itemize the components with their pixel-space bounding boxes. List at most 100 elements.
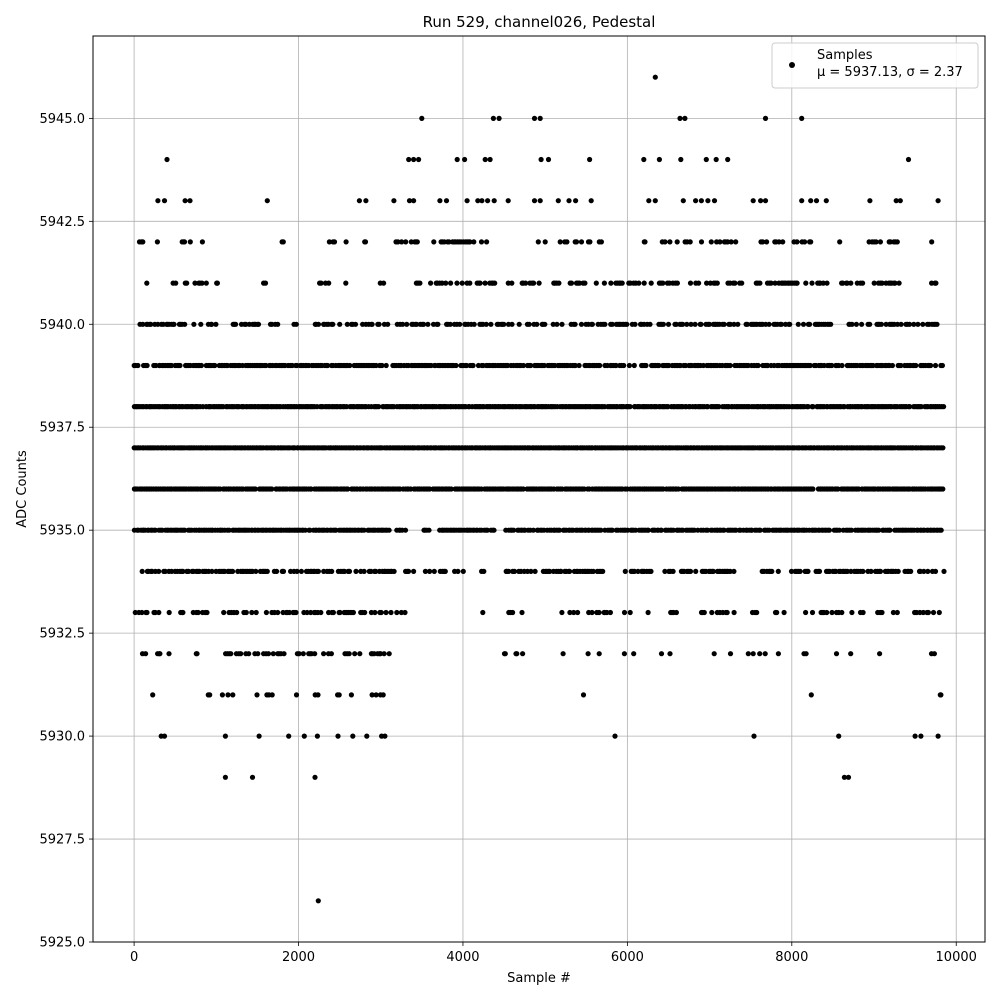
y-tick-label: 5937.5 (40, 421, 86, 436)
data-point (421, 321, 427, 327)
data-point (302, 527, 308, 533)
data-point (754, 609, 760, 616)
data-point (345, 486, 351, 492)
data-point (341, 568, 348, 575)
x-tick-label: 10000 (936, 950, 977, 965)
data-point (939, 362, 946, 369)
data-point (646, 198, 652, 204)
data-point (725, 239, 731, 245)
data-point (402, 527, 409, 533)
data-point (556, 280, 562, 286)
data-point (585, 651, 591, 657)
data-point (385, 321, 391, 327)
data-point (369, 692, 375, 698)
data-point (416, 156, 422, 163)
data-point (509, 609, 516, 616)
data-point (528, 362, 534, 369)
data-point (228, 651, 234, 657)
data-point (624, 321, 630, 327)
data-point (652, 74, 658, 80)
data-point (757, 651, 763, 657)
y-tick-label: 5925.0 (40, 936, 86, 951)
data-point (166, 609, 172, 616)
data-point (724, 609, 730, 616)
data-point (187, 239, 193, 245)
data-point (601, 280, 608, 286)
data-point (255, 321, 262, 327)
data-point (372, 609, 378, 616)
data-point (162, 568, 168, 575)
data-point (252, 486, 258, 492)
data-point (920, 321, 926, 327)
data-point (191, 321, 197, 327)
data-point (403, 239, 409, 245)
y-tick-label: 5945.0 (40, 112, 86, 127)
data-point (795, 321, 801, 327)
data-point (532, 568, 538, 575)
data-point (457, 321, 463, 327)
data-point (844, 280, 850, 286)
data-point (394, 609, 400, 616)
data-point (894, 321, 901, 327)
data-point (293, 321, 299, 327)
data-point (867, 198, 873, 204)
data-point (406, 156, 412, 163)
data-point (940, 486, 946, 492)
data-point (721, 527, 727, 533)
data-point (280, 239, 286, 245)
data-point (781, 609, 787, 616)
data-point (769, 568, 775, 575)
data-point (483, 321, 489, 327)
data-point (932, 362, 939, 369)
data-point (787, 321, 793, 327)
data-point (135, 362, 141, 369)
data-point (454, 156, 460, 163)
data-point (391, 568, 397, 575)
data-point (929, 239, 935, 245)
data-point (673, 609, 680, 616)
data-point (253, 568, 259, 575)
data-point (849, 321, 855, 327)
data-point (329, 568, 335, 575)
data-point (766, 321, 772, 327)
data-point (325, 362, 331, 369)
data-point (531, 198, 538, 204)
data-point (479, 198, 485, 204)
data-point (487, 156, 493, 163)
data-point (839, 609, 845, 616)
data-point (321, 651, 327, 657)
x-tick-label: 8000 (775, 950, 808, 965)
data-point (589, 321, 596, 327)
data-point (805, 404, 811, 410)
data-point (896, 280, 902, 286)
data-point (350, 609, 356, 616)
data-point (717, 239, 723, 245)
data-point (426, 527, 432, 533)
legend-marker (789, 62, 795, 68)
data-point (541, 362, 547, 369)
data-point (238, 651, 244, 657)
data-point (419, 115, 425, 121)
data-point (848, 280, 854, 286)
data-point (573, 198, 579, 204)
data-point (908, 568, 914, 575)
data-point (871, 280, 877, 286)
data-point (833, 651, 840, 657)
data-point (860, 568, 866, 575)
data-point (381, 280, 387, 286)
data-point (298, 568, 304, 575)
data-point (739, 280, 745, 286)
data-point (182, 527, 188, 533)
data-point (467, 280, 473, 286)
data-point (626, 362, 633, 369)
data-point (674, 280, 681, 286)
data-point (144, 280, 150, 286)
data-point (758, 198, 764, 204)
data-point (300, 651, 306, 657)
data-point (395, 239, 401, 245)
data-point (414, 239, 420, 245)
data-point (816, 568, 823, 575)
data-point (580, 692, 587, 698)
data-point (704, 280, 710, 286)
data-point (437, 198, 443, 204)
